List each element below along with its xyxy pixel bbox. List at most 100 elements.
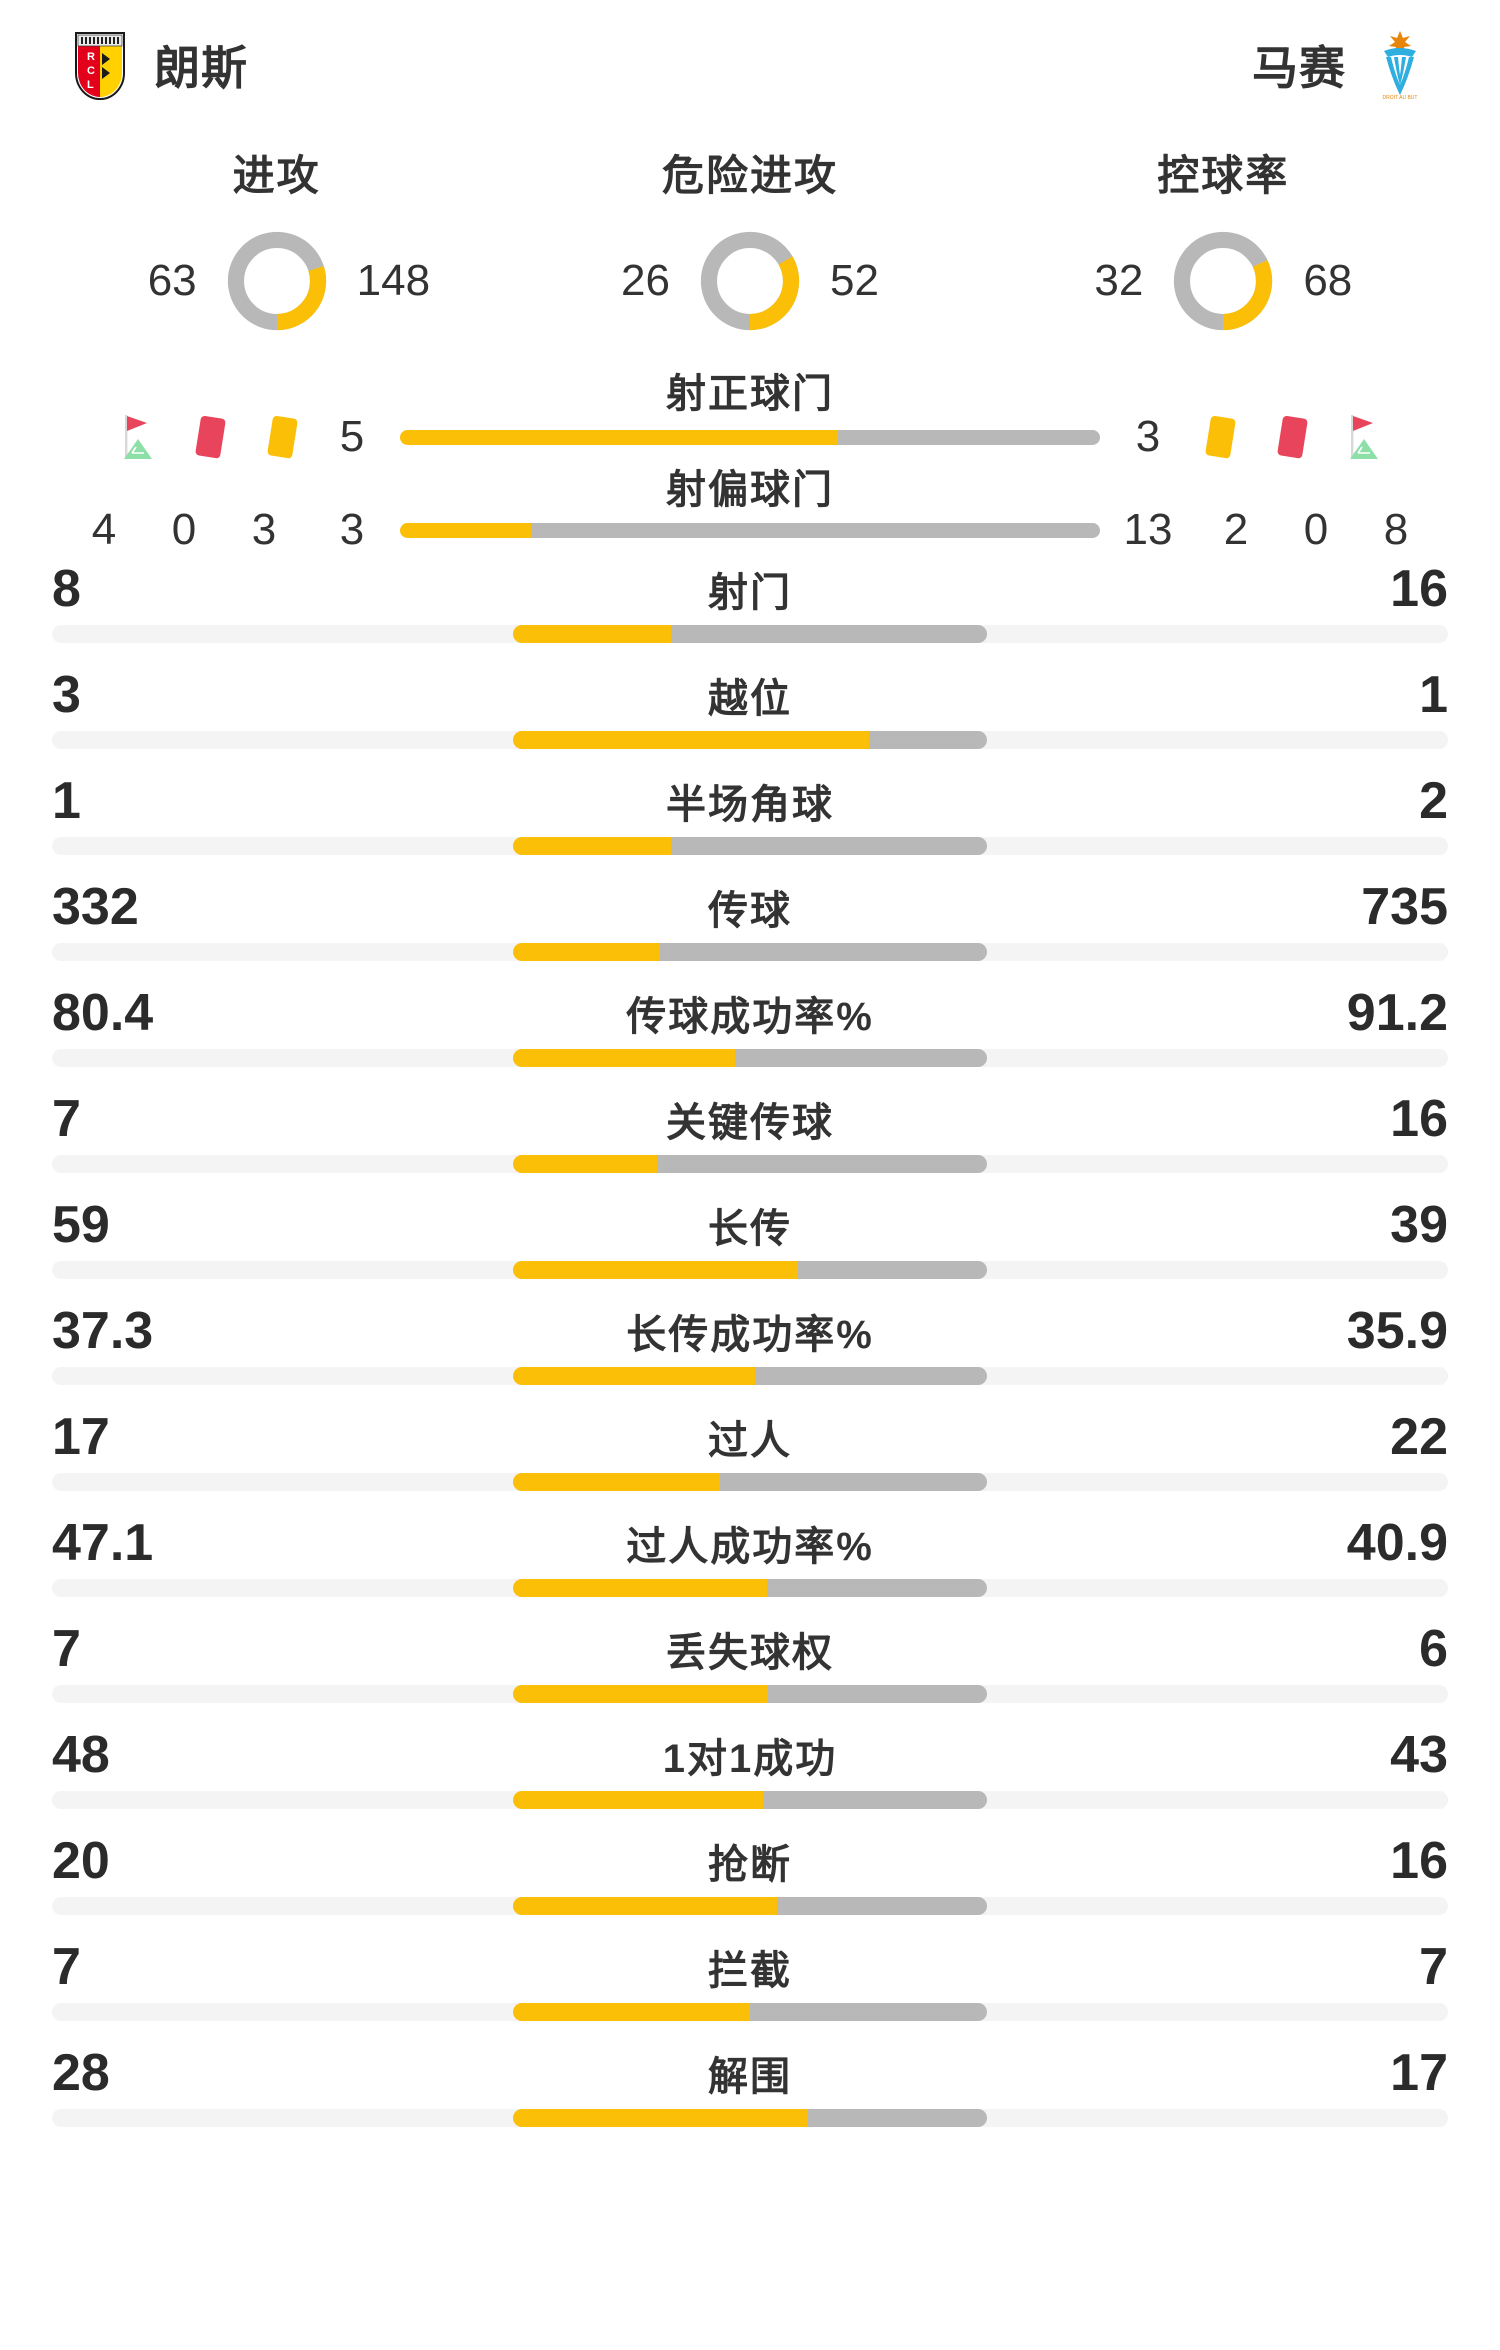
- stat-label: 射门: [708, 571, 792, 615]
- icon-stat-row: 射正球门 5 3: [36, 361, 1464, 461]
- home-stat-bar: [512, 943, 661, 961]
- home-team[interactable]: R C L 朗斯: [72, 29, 248, 101]
- away-stat-bar: [768, 1685, 988, 1703]
- away-stat-bar: [868, 731, 988, 749]
- svg-text:DROIT AU BUT: DROIT AU BUT: [1383, 95, 1418, 101]
- home-stat-bar: [512, 1897, 777, 1915]
- stat-bar-track: [52, 731, 1448, 749]
- stat-row-head: 47.1 过人成功率% 40.9: [36, 1513, 1464, 1579]
- stat-bar-track: [52, 837, 1448, 855]
- away-stat-bar: [656, 1155, 988, 1173]
- donut-row: 32 68: [1051, 227, 1395, 335]
- away-discipline-value: 8: [1383, 505, 1409, 554]
- home-discipline-value: 0: [171, 505, 197, 554]
- stat-label: 传球: [708, 889, 792, 933]
- home-stat-bar: [512, 1155, 657, 1173]
- stat-bar-track: [52, 1261, 1448, 1279]
- away-team-name: 马赛: [1252, 42, 1346, 94]
- away-discipline-value: 2: [1223, 505, 1249, 554]
- icon-row-content: 4 0 3 3 13 2 0 8: [36, 505, 1464, 555]
- home-stat-value: 7: [52, 1620, 81, 1678]
- home-bar-fill: [400, 429, 838, 445]
- away-stat-value: 735: [1361, 878, 1448, 936]
- red-card-icon: [1268, 409, 1314, 465]
- comparison-bar: [400, 522, 1100, 538]
- donut-block-2: 控球率 32 68: [1003, 142, 1443, 335]
- stat-row: 48 1对1成功 43: [36, 1725, 1464, 1831]
- home-stat-value: 80.4: [52, 984, 154, 1042]
- away-stat-value: 39: [1390, 1196, 1448, 1254]
- stat-label: 过人成功率%: [626, 1525, 874, 1569]
- donut-row: 63 148: [105, 227, 449, 335]
- icon-row-label: 射偏球门: [666, 468, 834, 512]
- stat-row: 332 传球 735: [36, 877, 1464, 983]
- stat-row-head: 37.3 长传成功率% 35.9: [36, 1301, 1464, 1367]
- home-bar-fill: [400, 522, 532, 538]
- stat-bar-track: [52, 1049, 1448, 1067]
- home-value: 3: [339, 505, 365, 554]
- donut-chart: [223, 227, 331, 335]
- home-stat-bar: [512, 1473, 720, 1491]
- away-stat-value: 16: [1390, 1832, 1448, 1890]
- icon-stats-section: 射正球门 5 3 射偏球门 4 0 3 3 13 2 0 8: [0, 335, 1500, 555]
- away-stat-bar: [798, 1261, 988, 1279]
- stat-row: 17 过人 22: [36, 1407, 1464, 1513]
- away-stat-value: 40.9: [1346, 1514, 1448, 1572]
- home-stat-bar: [512, 625, 671, 643]
- stat-row: 59 长传 39: [36, 1195, 1464, 1301]
- away-stat-bar: [670, 625, 988, 643]
- stat-bar-track: [52, 1685, 1448, 1703]
- svg-text:R: R: [87, 51, 95, 63]
- home-stat-value: 37.3: [52, 1302, 154, 1360]
- away-stat-value: 7: [1419, 1938, 1448, 1996]
- away-stat-bar: [762, 1791, 988, 1809]
- stat-label: 抢断: [708, 1843, 792, 1887]
- donut-row: 26 52: [578, 227, 922, 335]
- home-stat-value: 3: [52, 666, 81, 724]
- comparison-bar: [400, 429, 1100, 445]
- stat-bar-inner: [52, 1579, 1448, 1597]
- away-stat-bar: [670, 837, 988, 855]
- stat-row: 8 射门 16: [36, 559, 1464, 665]
- stat-row: 28 解围 17: [36, 2043, 1464, 2149]
- stat-row-head: 59 长传 39: [36, 1195, 1464, 1261]
- donut-away-value: 148: [356, 256, 431, 305]
- stat-row-head: 80.4 传球成功率% 91.2: [36, 983, 1464, 1049]
- home-stat-value: 7: [52, 1938, 81, 1996]
- away-stat-value: 22: [1390, 1408, 1448, 1466]
- stat-bar-track: [52, 2109, 1448, 2127]
- stat-bar-track: [52, 1897, 1448, 1915]
- donut-away-value: 52: [829, 256, 879, 305]
- donut-home-value: 32: [1094, 256, 1144, 305]
- icon-row-label: 射正球门: [666, 372, 834, 416]
- stat-label: 1对1成功: [662, 1737, 838, 1781]
- away-stat-bar: [776, 1897, 988, 1915]
- donut-block-0: 进攻 63 148: [57, 142, 497, 335]
- svg-text:L: L: [87, 79, 94, 91]
- home-stat-value: 28: [52, 2044, 110, 2102]
- stats-list: 8 射门 16 3 越位 1 1 半场角球 2 332 传球 735 80.4 传球成功率% 91.2 7 关键…: [0, 553, 1500, 2149]
- away-value: 3: [1135, 412, 1161, 461]
- stat-row-head: 28 解围 17: [36, 2043, 1464, 2109]
- stat-row-head: 3 越位 1: [36, 665, 1464, 731]
- stat-row-head: 7 关键传球 16: [36, 1089, 1464, 1155]
- corner-flag-icon: [1340, 409, 1386, 465]
- stat-bar-inner: [52, 625, 1448, 643]
- away-stat-value: 16: [1390, 1090, 1448, 1148]
- donut-title: 进攻: [232, 152, 321, 199]
- stat-row-head: 8 射门 16: [36, 559, 1464, 625]
- home-discipline-values: 4 0 3: [64, 505, 304, 555]
- stat-bar-track: [52, 943, 1448, 961]
- donut-chart: [1169, 227, 1277, 335]
- stat-row-head: 1 半场角球 2: [36, 771, 1464, 837]
- away-bar-fill: [531, 522, 1100, 538]
- home-team-name: 朗斯: [154, 42, 248, 94]
- away-team[interactable]: 马赛 DROIT AU BUT: [1252, 29, 1428, 101]
- stat-label: 越位: [708, 677, 792, 721]
- away-stat-bar: [807, 2109, 988, 2127]
- home-stat-bar: [512, 1261, 799, 1279]
- away-stat-value: 16: [1390, 560, 1448, 618]
- donut-title: 控球率: [1157, 152, 1290, 199]
